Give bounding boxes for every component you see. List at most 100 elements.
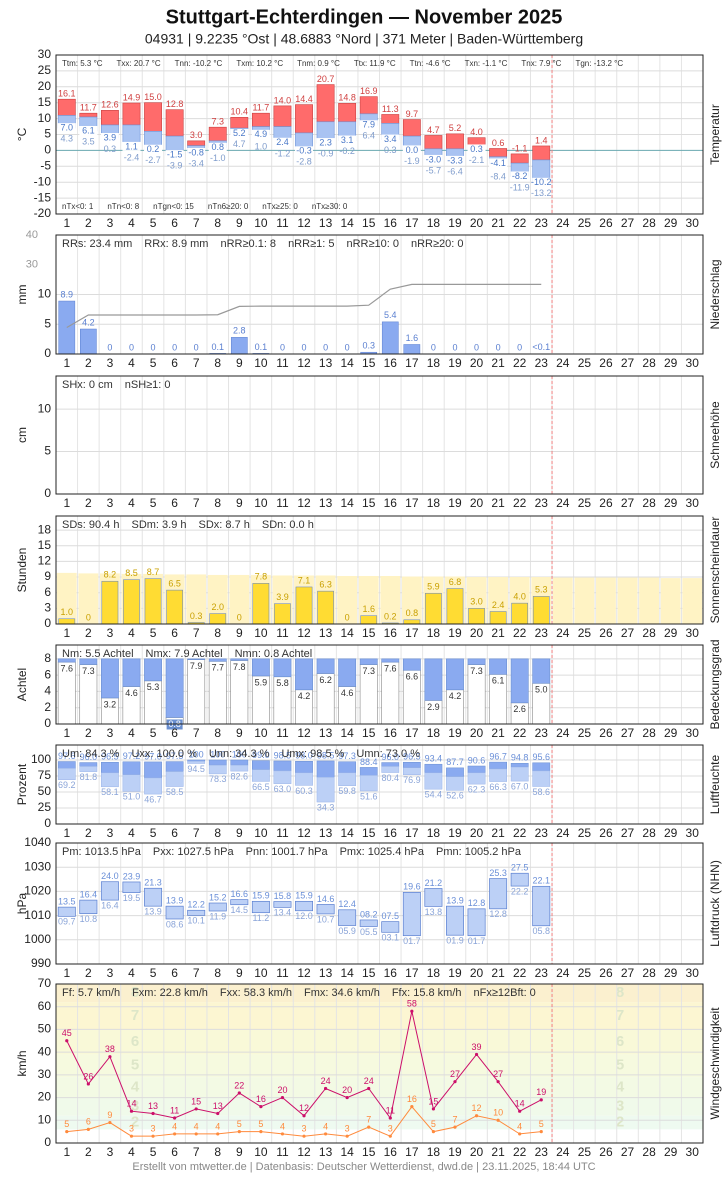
stat-label: Pnn: 1001.7 hPa [246,846,329,858]
stat-label: Nm: 5.5 Achtel [62,648,134,660]
stat-label: Pxx: 1027.5 hPa [153,846,235,858]
x-tick-label: 14 [340,216,354,230]
value-label: 20 [342,1085,352,1095]
range-bar [58,907,75,916]
tground-label: 0.3 [384,145,397,155]
min-label: 13.4 [274,908,292,918]
x-tick-label: 18 [427,216,441,230]
tmax-label: 4.7 [427,125,440,135]
max-label: 23.9 [123,871,141,881]
cloud-bar [339,659,356,687]
range-bar [489,879,506,909]
value-label: 2.0 [211,602,224,612]
x-tick-label: 21 [491,356,505,370]
x-tick-label: 3 [107,626,114,640]
value-label: 14 [126,1099,136,1109]
range-bar [382,922,399,933]
upper-bar [144,762,161,778]
y-tick-label: 6 [44,585,51,599]
x-tick-label: 8 [214,726,221,740]
cloud-bar [425,659,442,701]
x-tick-label: 11 [276,216,289,230]
tmin-label: 5.2 [233,128,246,138]
value-label: 7 [452,1114,457,1124]
bar [102,581,118,624]
x-tick-label: 10 [254,356,268,370]
x-tick-label: 5 [150,216,157,230]
stat-label: Ffx: 15.8 km/h [392,987,462,999]
x-tick-label: 4 [128,216,135,230]
x-tick-label: 15 [362,966,376,980]
x-tick-label: 22 [513,966,527,980]
range-bar [446,906,463,935]
tmax-bar [188,141,205,146]
x-tick-label: 12 [297,1145,311,1159]
upper-bar [339,762,356,773]
cloud-bar [360,659,377,665]
x-tick-label: 15 [362,1145,376,1159]
y-tick-label: 4 [44,684,51,698]
x-tick-label: 5 [150,1145,157,1159]
max-label: 21.2 [425,878,443,888]
x-tick-label: 28 [642,966,656,980]
x-tick-label: 6 [171,966,178,980]
unit-label: °C [15,127,29,141]
value-label: 58 [407,999,417,1009]
y-tick-label: 1040 [24,835,51,849]
value-label: 0.3 [362,341,375,351]
bar [123,580,139,624]
y-tick-label: 8 [44,651,51,665]
value-label: 5.3 [147,682,160,692]
x-tick-label: 3 [107,356,114,370]
value-label: 2.9 [427,702,440,712]
x-tick-label: 19 [448,356,462,370]
x-tick-label: 19 [448,966,462,980]
lower-bar [403,768,420,775]
range-bar [231,900,248,905]
min-label: 10.8 [80,914,98,924]
x-tick-label: 19 [448,1145,462,1159]
min-label: 05.8 [532,926,550,936]
x-tick-label: 28 [642,1145,656,1159]
x-tick-label: 11 [276,826,289,840]
upper-bar [231,760,248,765]
x-tick-label: 10 [254,216,268,230]
value-label: 5.8 [276,678,289,688]
x-tick-label: 1 [63,966,70,980]
wind-point [453,1080,456,1083]
tmin-label: 6.1 [82,125,95,135]
tmax-bar [80,113,97,117]
x-tick-label: 14 [340,1145,354,1159]
max-label: 16.6 [231,889,249,899]
y-tick-label: 50 [38,1022,52,1036]
wind-point [302,1135,305,1138]
tmax-label: 14.0 [274,95,292,105]
y-tick-label: -15 [34,190,52,204]
max-label: 16.4 [80,889,98,899]
tground-label: 4.3 [61,134,74,144]
max-label: 15.9 [295,891,313,901]
lower-bar [123,775,140,792]
stat-label: SDx: 8.7 h [199,519,250,531]
max-label: 25.3 [489,868,507,878]
wind-point [453,1126,456,1129]
tmax-label: 12.8 [166,99,184,109]
lower-bar [468,773,485,784]
cloud-bar [382,659,399,662]
x-tick-label: 25 [578,356,592,370]
min-label: 13.8 [425,907,443,917]
wind-point [432,1130,435,1133]
max-label: 22.1 [532,876,550,886]
panel-label: Luftfeuchte [708,754,722,814]
tmin-label: 2.4 [276,137,289,147]
x-tick-label: 8 [214,216,221,230]
stat-label: SHx: 0 cm [62,379,113,391]
x-tick-label: 5 [150,726,157,740]
tmin-label: 3.9 [104,132,117,142]
min-label: 59.8 [338,786,356,796]
stat-label: Ttm: 5.3 °C [62,59,103,68]
x-tick-label: 17 [405,1145,419,1159]
y-tick-label: -10 [34,174,52,188]
value-label: 5 [431,1119,436,1129]
wind-point [367,1126,370,1129]
